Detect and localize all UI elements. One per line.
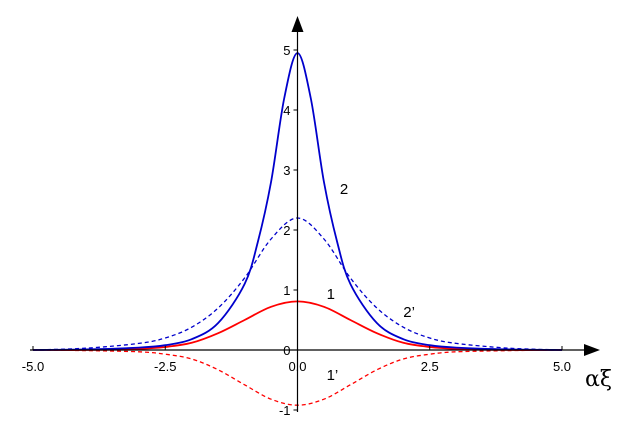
x-tick-label: 5.0 xyxy=(553,359,571,374)
label-layer: -5.0 -2.5 0.0 2.5 5.0 -1 0 1 2 3 4 5 αξ 2 1 2’ 1’ xyxy=(22,43,612,418)
x-axis-arrow xyxy=(584,344,600,356)
y-tick-label: 1 xyxy=(283,283,290,298)
y-tick-label: 4 xyxy=(283,103,290,118)
y-tick-label: 3 xyxy=(283,163,290,178)
x-tick-label: -5.0 xyxy=(22,359,44,374)
y-axis-arrow xyxy=(291,16,304,32)
x-tick-label: -2.5 xyxy=(154,359,176,374)
y-tick-label: 0 xyxy=(283,343,290,358)
x-tick-label: 0.0 xyxy=(288,359,306,374)
curve-annotation: 1’ xyxy=(327,367,339,384)
curve-annotation: 2’ xyxy=(403,304,415,321)
y-tick-label: 5 xyxy=(283,43,290,58)
y-tick-label: -1 xyxy=(279,403,291,418)
y-tick-label: 2 xyxy=(283,223,290,238)
curve-annotation: 2 xyxy=(340,181,348,198)
x-tick-label: 2.5 xyxy=(421,359,439,374)
curve-annotation: 1 xyxy=(327,286,335,303)
x-axis-title: αξ xyxy=(585,367,612,392)
axes xyxy=(30,16,600,412)
